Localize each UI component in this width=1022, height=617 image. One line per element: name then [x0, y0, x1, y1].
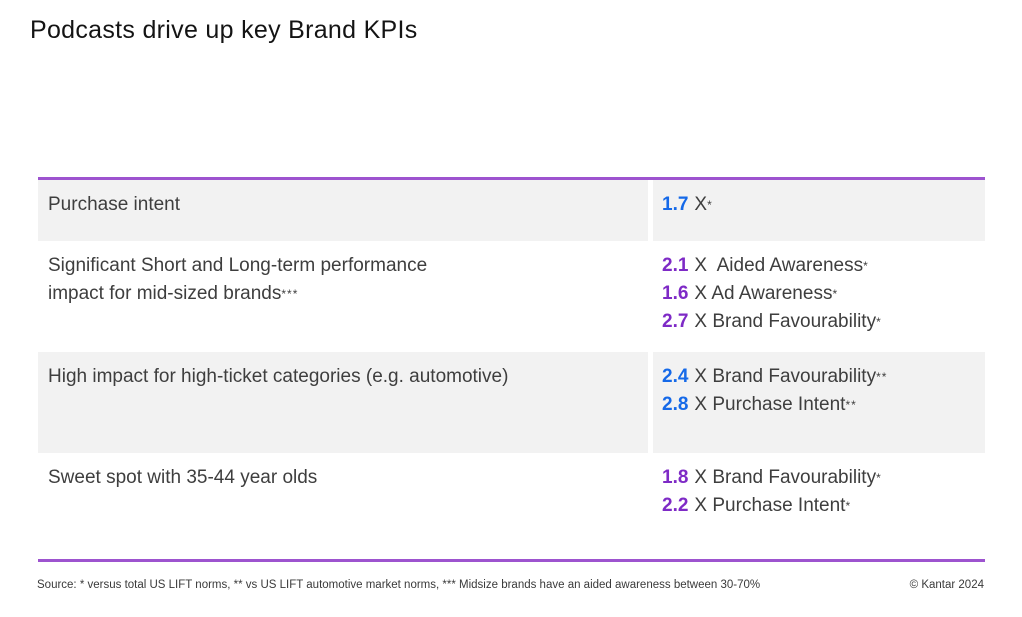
kpi-line: 2.4 X Brand Favourability** — [662, 363, 975, 391]
kpi-line: 1.7 X* — [662, 191, 975, 219]
row-description-cell: Sweet spot with 35-44 year olds — [38, 453, 648, 559]
kpi-multiplier-value: 2.1 — [662, 255, 689, 276]
row-description: Sweet spot with 35-44 year olds — [48, 467, 318, 488]
kpi-line: 1.8 X Brand Favourability* — [662, 464, 975, 492]
table-row: High impact for high-ticket categories (… — [38, 352, 985, 453]
kpi-line: 1.6 X Ad Awareness* — [662, 280, 975, 308]
kpi-metric-label: X — [694, 194, 708, 215]
kpi-multiplier-value: 2.2 — [662, 495, 689, 516]
copyright: © Kantar 2024 — [909, 579, 984, 591]
kpi-line: 2.8 X Purchase Intent** — [662, 391, 975, 419]
kpi-multiplier-value: 1.7 — [662, 194, 689, 215]
kpi-multiplier-value: 2.7 — [662, 311, 689, 332]
source-note: Source: * versus total US LIFT norms, **… — [37, 579, 761, 591]
row-description: Purchase intent — [48, 194, 181, 215]
kpi-metric-label: X Aided Awareness — [694, 255, 864, 276]
kpi-multiplier-value: 2.8 — [662, 394, 689, 415]
slide-footer: Source: * versus total US LIFT norms, **… — [37, 579, 984, 591]
kpi-multiplier-value: 2.4 — [662, 366, 689, 387]
kpi-multiplier-value: 1.8 — [662, 467, 689, 488]
row-footnote-asterisks: *** — [281, 287, 299, 301]
kpi-table: Purchase intent 1.7 X* Significant Short … — [38, 177, 985, 562]
row-description-cell: Significant Short and Long-term performa… — [38, 241, 648, 352]
kpi-multiplier-value: 1.6 — [662, 283, 689, 304]
kpi-metric-label: X Brand Favourability — [694, 311, 877, 332]
row-description: High impact for high-ticket categories (… — [48, 366, 509, 387]
kpi-footnote-asterisks: ** — [845, 398, 857, 412]
row-description-cell: Purchase intent — [38, 180, 648, 241]
kpi-line: 2.1 X Aided Awareness* — [662, 252, 975, 280]
kpi-metric-label: X Purchase Intent — [694, 394, 846, 415]
table-row: Purchase intent 1.7 X* — [38, 180, 985, 241]
kpi-footnote-asterisks: * — [876, 471, 882, 485]
kpi-footnote-asterisks: ** — [876, 370, 888, 384]
kpi-line: 2.2 X Purchase Intent* — [662, 492, 975, 520]
row-description-cell: High impact for high-ticket categories (… — [38, 352, 648, 453]
kpi-footnote-asterisks: * — [845, 499, 852, 513]
slide-title: Podcasts drive up key Brand KPIs — [30, 16, 418, 44]
table-row: Sweet spot with 35-44 year olds 1.8 X Bra… — [38, 453, 985, 559]
kpi-metric-label: X Brand Favourability — [694, 467, 877, 488]
kpi-footnote-asterisks: * — [863, 259, 869, 273]
kpi-footnote-asterisks: * — [876, 315, 882, 329]
row-description: Significant Short and Long-term performa… — [48, 255, 428, 304]
row-kpi-cell: 2.1 X Aided Awareness* 1.6 X Ad Awareness*… — [653, 241, 985, 352]
kpi-metric-label: X Brand Favourability — [694, 366, 877, 387]
kpi-metric-label: X Ad Awareness — [694, 283, 833, 304]
kpi-line: 2.7 X Brand Favourability* — [662, 308, 975, 336]
row-kpi-cell: 1.8 X Brand Favourability* 2.2 X Purchase … — [653, 453, 985, 559]
kpi-footnote-asterisks: * — [707, 198, 713, 212]
kpi-metric-label: X Purchase Intent — [694, 495, 846, 516]
kpi-footnote-asterisks: * — [832, 287, 839, 301]
row-kpi-cell: 2.4 X Brand Favourability** 2.8 X Purchase… — [653, 352, 985, 453]
row-kpi-cell: 1.7 X* — [653, 180, 985, 241]
table-row: Significant Short and Long-term performa… — [38, 241, 985, 352]
